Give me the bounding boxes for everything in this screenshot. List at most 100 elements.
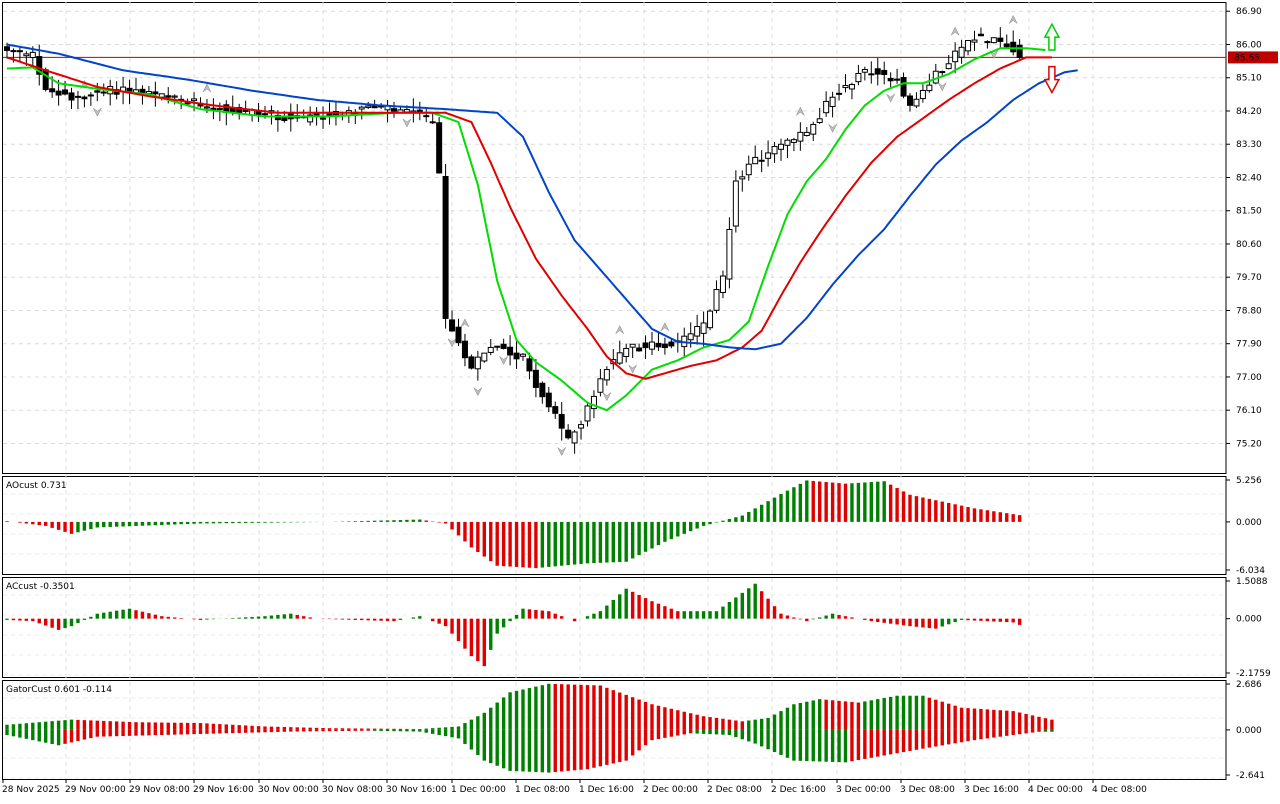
candle-body bbox=[977, 33, 984, 37]
moving-average-line bbox=[6, 47, 1046, 412]
candle-body bbox=[816, 118, 823, 123]
candle-body bbox=[513, 352, 520, 360]
y-tick-label: 81.50 bbox=[1236, 207, 1262, 217]
candle-body bbox=[868, 73, 875, 76]
candle-body bbox=[881, 69, 888, 76]
y-tick-label: 86.90 bbox=[1236, 7, 1262, 17]
candle-body bbox=[984, 41, 991, 44]
x-tick-label: 30 Nov 00:00 bbox=[258, 785, 319, 795]
fractal-down-icon bbox=[473, 387, 483, 397]
candle-body bbox=[758, 159, 765, 162]
candle-body bbox=[958, 46, 965, 58]
candle-body bbox=[481, 352, 488, 362]
candle-body bbox=[623, 347, 630, 357]
candle-body bbox=[500, 343, 507, 349]
candle-body bbox=[152, 91, 159, 95]
candle-body bbox=[49, 88, 56, 93]
candle-body bbox=[423, 115, 430, 118]
candle-body bbox=[700, 322, 707, 334]
signal-up-arrow-icon bbox=[1043, 22, 1061, 51]
fractal-up-icon bbox=[202, 83, 212, 93]
indicator-label: AOcust 0.731 bbox=[6, 481, 67, 491]
candle-body bbox=[661, 343, 668, 349]
fractal-down-icon bbox=[402, 118, 412, 128]
moving-average-line bbox=[6, 56, 1052, 380]
candle-body bbox=[449, 319, 456, 332]
x-tick-label: 3 Dec 16:00 bbox=[964, 785, 1019, 795]
candle-body bbox=[823, 100, 830, 114]
y-tick-label: 86.00 bbox=[1236, 40, 1262, 50]
candle-body bbox=[87, 94, 94, 97]
candle-body bbox=[532, 369, 539, 388]
x-tick-label: 29 Nov 08:00 bbox=[129, 785, 190, 795]
candle-body bbox=[842, 84, 849, 89]
candle-body bbox=[42, 69, 49, 90]
candle-body bbox=[552, 406, 559, 414]
candle-body bbox=[507, 346, 514, 356]
candle-body bbox=[526, 358, 533, 372]
x-tick-label: 2 Dec 00:00 bbox=[643, 785, 698, 795]
candle-body bbox=[939, 71, 946, 74]
x-tick-label: 4 Dec 00:00 bbox=[1028, 785, 1083, 795]
fractal-up-icon bbox=[950, 26, 960, 36]
x-tick-label: 30 Nov 08:00 bbox=[322, 785, 383, 795]
candle-body bbox=[668, 341, 675, 347]
candle-body bbox=[836, 92, 843, 95]
y-tick-label: 1.5088 bbox=[1236, 577, 1268, 587]
candle-body bbox=[965, 40, 972, 52]
y-tick-label: 75.20 bbox=[1236, 439, 1262, 449]
candle-body bbox=[810, 123, 817, 135]
candle-body bbox=[539, 382, 546, 398]
candle-body bbox=[487, 346, 494, 353]
candle-body bbox=[790, 139, 797, 143]
pane-frame-2 bbox=[2, 577, 1227, 678]
x-tick-label: 1 Dec 00:00 bbox=[451, 785, 506, 795]
fractal-up-icon bbox=[460, 318, 470, 328]
candle-body bbox=[55, 90, 62, 96]
y-tick-label: 0.000 bbox=[1236, 726, 1262, 736]
candle-body bbox=[765, 152, 772, 159]
fractal-down-icon bbox=[886, 93, 895, 103]
fractal-down-icon bbox=[557, 447, 566, 457]
x-tick-label: 29 Nov 00:00 bbox=[65, 785, 126, 795]
candle-body bbox=[578, 424, 585, 429]
candle-body bbox=[16, 50, 23, 53]
y-tick-label: 5.256 bbox=[1236, 476, 1262, 486]
candle-body bbox=[23, 53, 30, 57]
candle-body bbox=[416, 109, 423, 113]
y-tick-label: 82.40 bbox=[1236, 173, 1262, 183]
x-tick-label: 1 Dec 08:00 bbox=[515, 785, 570, 795]
candle-body bbox=[636, 347, 643, 352]
moving-average-line bbox=[6, 43, 1078, 351]
candle-body bbox=[745, 163, 752, 176]
candle-body bbox=[990, 37, 997, 44]
candle-body bbox=[62, 89, 69, 95]
candle-body bbox=[474, 356, 481, 370]
candle-body bbox=[894, 78, 901, 81]
candle-body bbox=[307, 114, 314, 123]
candle-body bbox=[184, 102, 191, 105]
candle-body bbox=[971, 39, 978, 43]
y-tick-label: 0.000 bbox=[1236, 615, 1262, 625]
candle-body bbox=[771, 145, 778, 155]
fractal-up-icon bbox=[796, 106, 805, 116]
candle-body bbox=[100, 91, 107, 94]
fractal-up-icon bbox=[660, 322, 670, 331]
candle-body bbox=[919, 89, 926, 100]
candle-body bbox=[165, 95, 172, 98]
candle-body bbox=[584, 405, 591, 422]
y-tick-label: 77.90 bbox=[1236, 340, 1262, 350]
candle-body bbox=[558, 414, 565, 429]
candle-body bbox=[68, 92, 75, 101]
candle-body bbox=[494, 345, 501, 348]
candle-body bbox=[952, 50, 959, 63]
candle-body bbox=[571, 431, 578, 444]
candle-body bbox=[94, 90, 101, 93]
fractal-down-icon bbox=[602, 392, 612, 402]
candle-body bbox=[565, 429, 572, 439]
x-tick-label: 2 Dec 16:00 bbox=[771, 785, 826, 795]
candle-body bbox=[468, 356, 475, 369]
candle-body bbox=[642, 342, 649, 349]
